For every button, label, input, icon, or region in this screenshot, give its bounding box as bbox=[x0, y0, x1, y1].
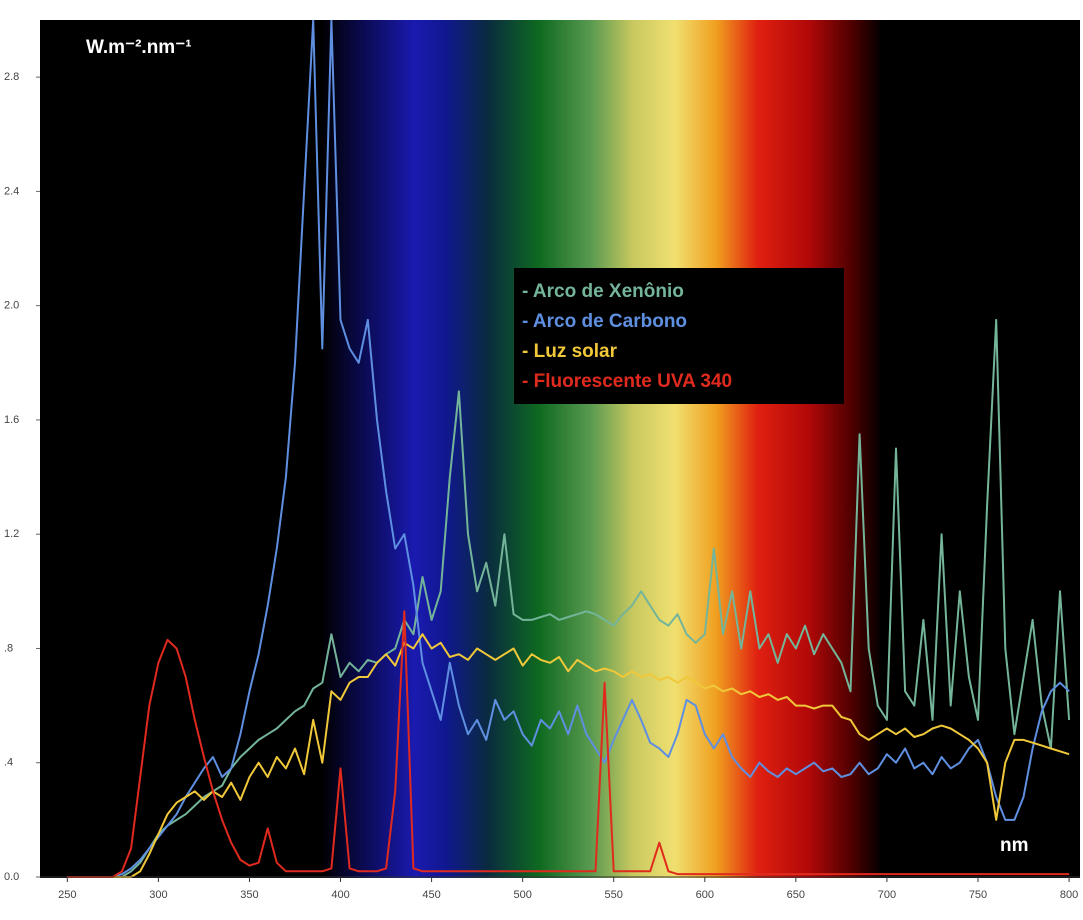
x-axis-label: nm bbox=[1000, 835, 1029, 856]
page: W.m⁻².nm⁻¹ nm - Arco de Xenônio - Arco de… bbox=[0, 0, 1083, 920]
y-tick-label: 1.6 bbox=[4, 414, 19, 426]
chart: W.m⁻².nm⁻¹ nm - Arco de Xenônio - Arco de… bbox=[0, 0, 1083, 920]
legend-entry: - Luz solar bbox=[522, 341, 618, 362]
y-tick-label: 2.0 bbox=[4, 300, 19, 312]
x-tick-label: 700 bbox=[878, 889, 896, 901]
y-tick-label: .4 bbox=[4, 757, 13, 769]
x-tick-label: 800 bbox=[1060, 889, 1078, 901]
y-tick-label: 2.4 bbox=[4, 185, 19, 197]
legend-entry: - Arco de Xenônio bbox=[522, 281, 684, 302]
legend-entry: - Fluorescente UVA 340 bbox=[522, 371, 732, 392]
x-tick-label: 550 bbox=[605, 889, 623, 901]
legend-entry: - Arco de Carbono bbox=[522, 311, 687, 332]
y-tick-label: 0.0 bbox=[4, 871, 19, 883]
x-tick-label: 250 bbox=[58, 889, 76, 901]
x-tick-label: 650 bbox=[787, 889, 805, 901]
x-tick-label: 750 bbox=[969, 889, 987, 901]
plot-background bbox=[40, 20, 1080, 878]
x-tick-label: 450 bbox=[422, 889, 440, 901]
x-tick-label: 600 bbox=[696, 889, 714, 901]
y-tick-label: .8 bbox=[4, 642, 13, 654]
x-tick-label: 400 bbox=[331, 889, 349, 901]
y-tick-label: 1.2 bbox=[4, 528, 19, 540]
y-axis-label: W.m⁻².nm⁻¹ bbox=[86, 37, 192, 58]
x-tick-label: 500 bbox=[513, 889, 531, 901]
x-tick-label: 350 bbox=[240, 889, 258, 901]
y-tick-label: 2.8 bbox=[4, 71, 19, 83]
x-tick-label: 300 bbox=[149, 889, 167, 901]
